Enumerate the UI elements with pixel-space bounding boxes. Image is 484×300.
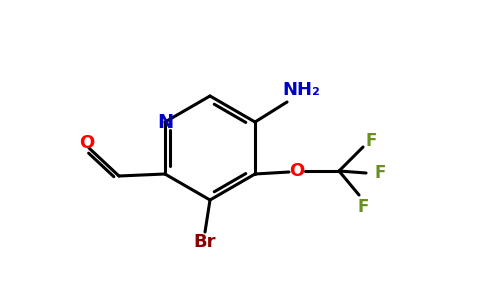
Text: O: O — [79, 134, 94, 152]
Text: F: F — [365, 132, 377, 150]
Text: F: F — [374, 164, 386, 182]
Text: Br: Br — [194, 233, 216, 251]
Text: N: N — [157, 112, 173, 131]
Text: NH₂: NH₂ — [282, 81, 320, 99]
Text: F: F — [357, 198, 369, 216]
Text: O: O — [289, 162, 304, 180]
